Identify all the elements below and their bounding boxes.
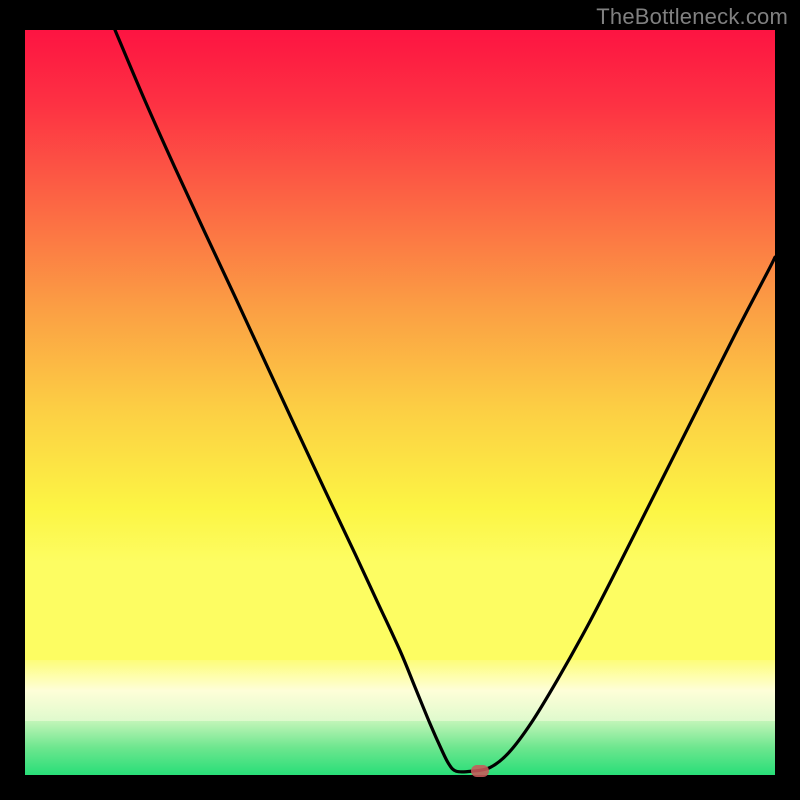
optimal-marker <box>471 765 489 777</box>
watermark-text: TheBottleneck.com <box>596 4 788 30</box>
chart-frame: TheBottleneck.com <box>0 0 800 800</box>
curve-path <box>115 30 775 772</box>
plot-area <box>25 30 775 775</box>
bottleneck-curve <box>25 30 775 775</box>
